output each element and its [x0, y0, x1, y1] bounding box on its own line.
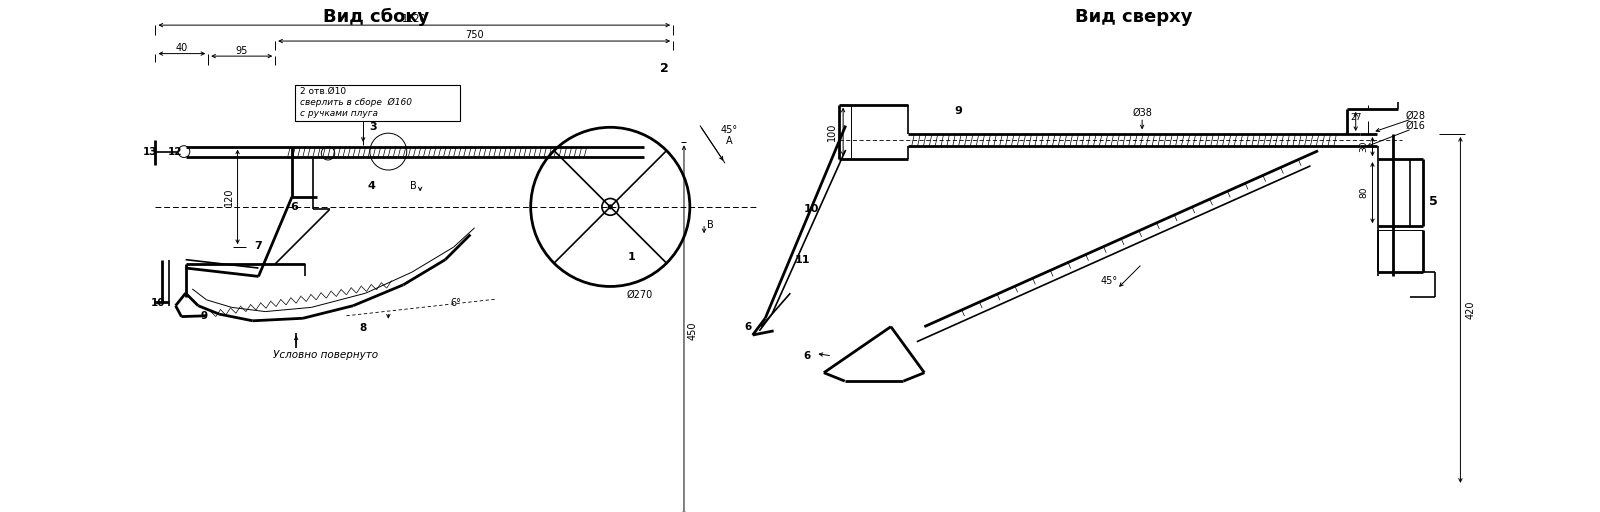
Text: 9: 9 — [200, 311, 208, 321]
Text: 27: 27 — [1350, 113, 1362, 122]
FancyBboxPatch shape — [296, 84, 461, 121]
Text: 100: 100 — [827, 123, 837, 141]
Text: 40: 40 — [176, 42, 187, 53]
Text: Ø28: Ø28 — [1406, 111, 1426, 121]
Text: 10: 10 — [150, 298, 165, 308]
Text: 7: 7 — [254, 241, 262, 251]
Text: 10: 10 — [803, 204, 819, 215]
Text: Вид сбоку: Вид сбоку — [323, 8, 429, 26]
Text: B: B — [707, 220, 714, 230]
Text: 95: 95 — [235, 46, 248, 56]
Text: 12: 12 — [168, 146, 182, 157]
Text: 6: 6 — [803, 351, 811, 361]
Text: 1: 1 — [627, 252, 635, 262]
Text: 6: 6 — [746, 322, 752, 332]
Text: 9: 9 — [954, 105, 962, 116]
Circle shape — [608, 204, 613, 209]
Text: 3: 3 — [370, 122, 378, 132]
Text: с ручками плуга: с ручками плуга — [301, 109, 378, 118]
Text: 11: 11 — [795, 254, 811, 265]
Text: 750: 750 — [466, 30, 483, 40]
Text: 13: 13 — [142, 146, 157, 157]
Text: 1120: 1120 — [402, 14, 427, 24]
Text: 450: 450 — [688, 322, 698, 340]
Text: сверлить в сборе  Ø160: сверлить в сборе Ø160 — [301, 98, 413, 107]
Text: 45°: 45° — [720, 125, 738, 135]
Text: 8: 8 — [360, 324, 366, 333]
Text: Ø38: Ø38 — [1133, 108, 1152, 118]
Text: 6°: 6° — [450, 298, 461, 308]
Text: 30: 30 — [1360, 141, 1368, 153]
Text: A: A — [726, 136, 733, 146]
Text: Вид сверху: Вид сверху — [1075, 8, 1192, 26]
Text: Ø16: Ø16 — [1406, 121, 1426, 131]
Text: 4: 4 — [368, 181, 376, 191]
Text: 2 отв.Ø10: 2 отв.Ø10 — [301, 87, 347, 96]
Text: 45°: 45° — [1101, 275, 1117, 286]
Text: B: B — [410, 181, 418, 191]
Text: 5: 5 — [1429, 195, 1438, 207]
Text: Условно повернуто: Условно повернуто — [274, 350, 378, 360]
Text: Ø270: Ø270 — [627, 290, 653, 300]
Text: 6: 6 — [291, 202, 299, 212]
Text: 2: 2 — [661, 62, 669, 75]
Text: 120: 120 — [224, 187, 234, 206]
Text: 420: 420 — [1466, 301, 1475, 319]
Text: 80: 80 — [1360, 187, 1368, 198]
